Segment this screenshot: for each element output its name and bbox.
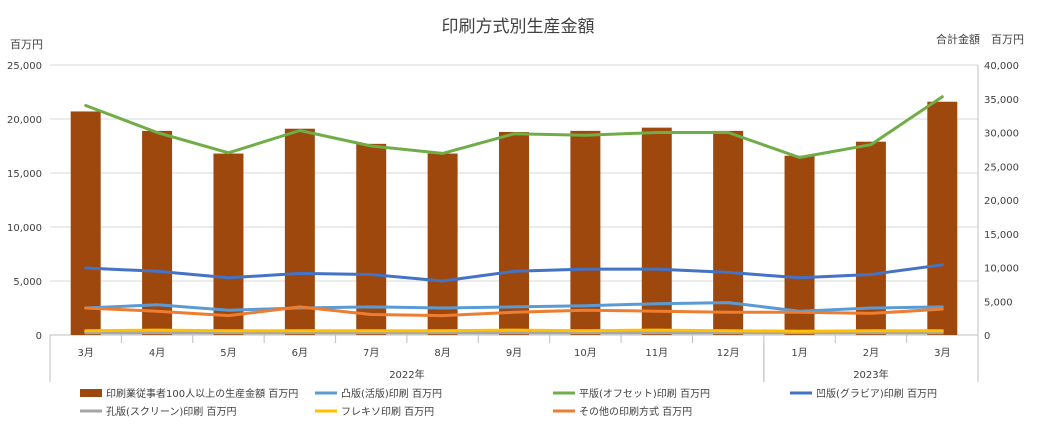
legend: 印刷業従事者100人以上の生産金額 百万円 凸版(活版)印刷 百万円 平版(オフセッ… xyxy=(80,387,937,418)
y2-tick-label: 40,000 xyxy=(984,61,1019,72)
x-tick-label: 11月 xyxy=(645,347,668,359)
bar xyxy=(70,111,101,335)
bars xyxy=(70,101,958,335)
legend-item: 凹版(グラビア)印刷 百万円 xyxy=(790,387,937,400)
year-group-label: 2023年 xyxy=(853,368,888,381)
y2-tick-label: 20,000 xyxy=(984,196,1019,207)
bar xyxy=(499,131,529,335)
y2-tick-label: 25,000 xyxy=(984,162,1019,173)
legend-label: 印刷業従事者100人以上の生産金額 百万円 xyxy=(106,387,298,400)
y-tick-label: 15,000 xyxy=(7,169,42,180)
legend-item: 凸版(活版)印刷 百万円 xyxy=(315,387,442,400)
bar xyxy=(284,128,315,335)
legend-label: その他の印刷方式 百万円 xyxy=(579,405,692,418)
legend-item: その他の印刷方式 百万円 xyxy=(553,405,692,418)
legend-label: 平版(オフセット)印刷 百万円 xyxy=(579,387,710,400)
y2-tick-label: 10,000 xyxy=(984,264,1019,275)
x-tick-label: 8月 xyxy=(434,347,450,359)
y2-tick-label: 5,000 xyxy=(984,297,1013,308)
y2-tick-label: 35,000 xyxy=(984,95,1019,106)
x-tick-label: 10月 xyxy=(574,347,597,359)
legend-label: フレキソ印刷 百万円 xyxy=(341,406,434,418)
year-group-label: 2022年 xyxy=(389,368,424,381)
y-tick-label: 10,000 xyxy=(7,223,42,234)
y2-tick-label: 30,000 xyxy=(984,129,1019,140)
bar xyxy=(641,127,672,335)
x-tick-label: 1月 xyxy=(791,347,807,359)
series-lines xyxy=(84,95,944,335)
series-line-6 xyxy=(84,305,944,318)
x-tick-label: 12月 xyxy=(717,347,740,359)
bar xyxy=(570,130,601,335)
chart-title: 印刷方式別生産金額 xyxy=(442,17,595,37)
y-tick-label: 0 xyxy=(36,331,42,342)
bar xyxy=(427,153,458,335)
series-line-2 xyxy=(84,95,944,159)
bar xyxy=(855,141,886,335)
x-tick-label: 7月 xyxy=(363,347,379,359)
x-tick-label: 4月 xyxy=(149,347,165,359)
x-tick-label: 9月 xyxy=(506,347,522,359)
legend-item: 孔版(スクリーン)印刷 百万円 xyxy=(80,405,236,418)
x-tick-label: 5月 xyxy=(220,347,236,359)
x-tick-label: 6月 xyxy=(292,347,308,359)
legend-label: 孔版(スクリーン)印刷 百万円 xyxy=(106,405,236,418)
y-tick-label: 5,000 xyxy=(13,277,42,288)
x-tick-label: 2月 xyxy=(863,347,879,359)
series-line-3 xyxy=(84,263,944,283)
series-line-5 xyxy=(84,328,944,333)
legend-item: 平版(オフセット)印刷 百万円 xyxy=(553,387,710,400)
legend-label: 凸版(活版)印刷 百万円 xyxy=(341,387,442,400)
x-tick-label: 3月 xyxy=(78,347,94,359)
legend-item: フレキソ印刷 百万円 xyxy=(315,406,434,418)
y2-axis-label: 合計金額 百万円 xyxy=(936,32,1024,46)
y-tick-label: 20,000 xyxy=(7,115,42,126)
bar xyxy=(784,155,815,335)
tick-labels: 0 5,000 10,000 15,000 20,000 25,000 0 5,000 10,0… xyxy=(7,61,1019,381)
bar xyxy=(356,143,387,335)
y2-tick-label: 15,000 xyxy=(984,230,1019,241)
y-axis-label: 百万円 xyxy=(10,38,43,51)
bar xyxy=(142,130,173,335)
legend-label: 凹版(グラビア)印刷 百万円 xyxy=(816,387,937,400)
bar xyxy=(213,153,244,335)
bar xyxy=(713,130,744,335)
y2-tick-label: 0 xyxy=(984,331,990,342)
x-tick-label: 3月 xyxy=(934,347,950,359)
legend-swatch xyxy=(80,389,102,397)
legend-item: 印刷業従事者100人以上の生産金額 百万円 xyxy=(80,387,298,400)
y-tick-label: 25,000 xyxy=(7,61,42,72)
bar xyxy=(927,101,958,335)
